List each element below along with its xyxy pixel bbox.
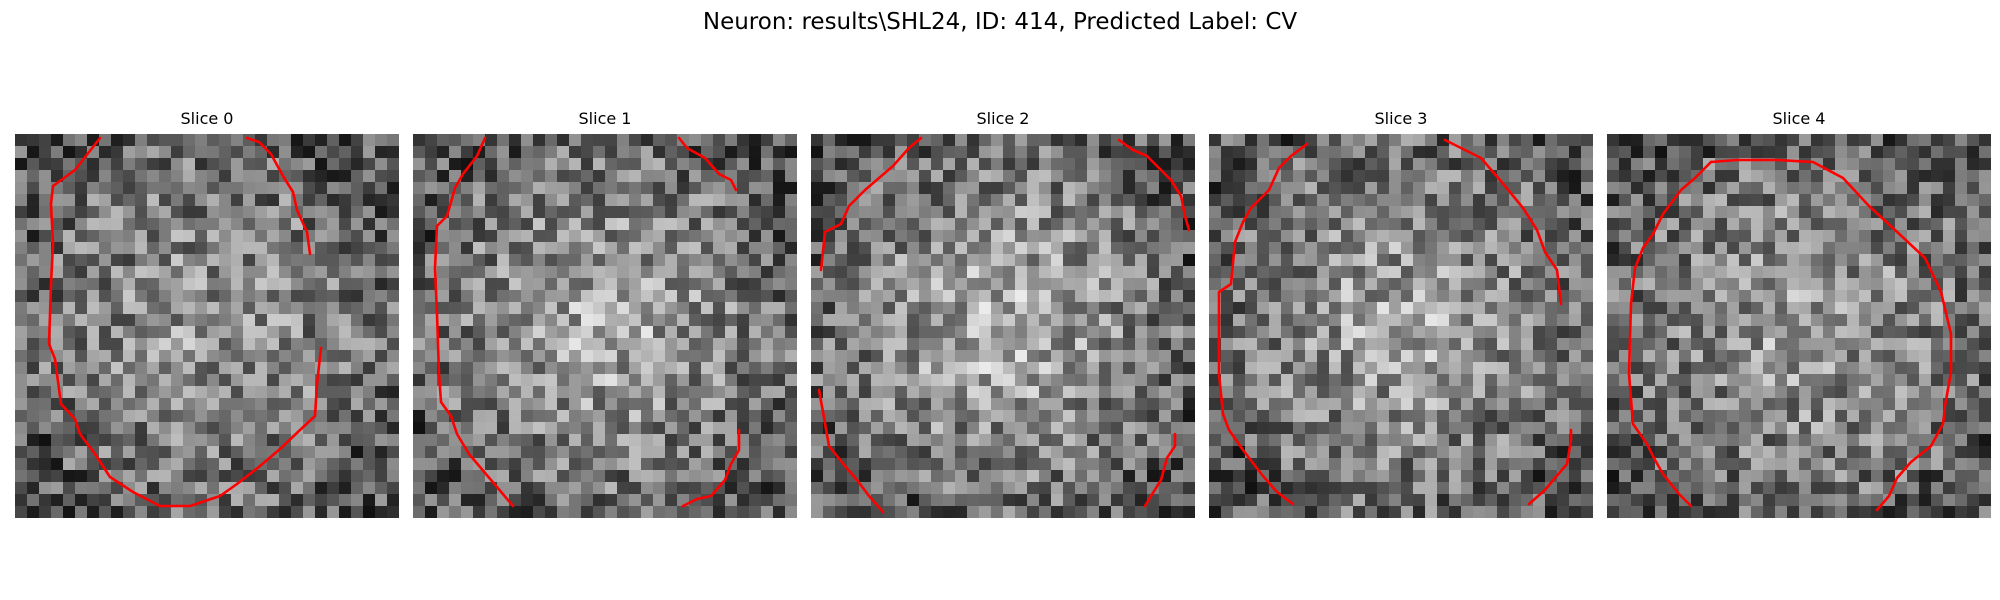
pixel-grid — [1607, 134, 1991, 518]
slice-title: Slice 1 — [578, 109, 632, 128]
slice-image-1 — [413, 134, 797, 518]
contour-line — [1627, 160, 1713, 508]
slice-title: Slice 2 — [976, 109, 1030, 128]
contour-line — [817, 388, 885, 514]
contour-line — [1709, 158, 1953, 512]
contour-line — [433, 136, 515, 508]
slice-panel-4: Slice 4 — [1607, 108, 1991, 520]
slice-panel-1: Slice 1 — [413, 108, 797, 520]
slice-image-4 — [1607, 134, 1991, 518]
pixel-grid — [15, 134, 399, 518]
contour-line — [1527, 428, 1573, 506]
slice-panel-3: Slice 3 — [1209, 108, 1593, 520]
contour-line — [819, 136, 923, 272]
contour-line — [1143, 432, 1177, 508]
slice-title: Slice 0 — [180, 109, 234, 128]
contour-line — [245, 136, 312, 256]
slice-title: Slice 3 — [1374, 109, 1428, 128]
slice-panel-2: Slice 2 — [811, 108, 1195, 520]
slice-title: Slice 4 — [1772, 109, 1826, 128]
pixel-grid — [811, 134, 1195, 518]
contour-line — [47, 136, 323, 508]
slice-image-0 — [15, 134, 399, 518]
slice-image-2 — [811, 134, 1195, 518]
contour-line — [681, 428, 741, 508]
contour-line — [677, 136, 738, 192]
figure-title: Neuron: results\SHL24, ID: 414, Predicte… — [702, 9, 1298, 35]
pixel-grid — [1209, 134, 1593, 518]
pixel-grid — [413, 134, 797, 518]
slice-image-3 — [1209, 134, 1593, 518]
contour-line — [1117, 138, 1191, 232]
contour-line — [1217, 142, 1309, 506]
slice-panel-0: Slice 0 — [15, 108, 399, 520]
contour-line — [1443, 138, 1563, 306]
